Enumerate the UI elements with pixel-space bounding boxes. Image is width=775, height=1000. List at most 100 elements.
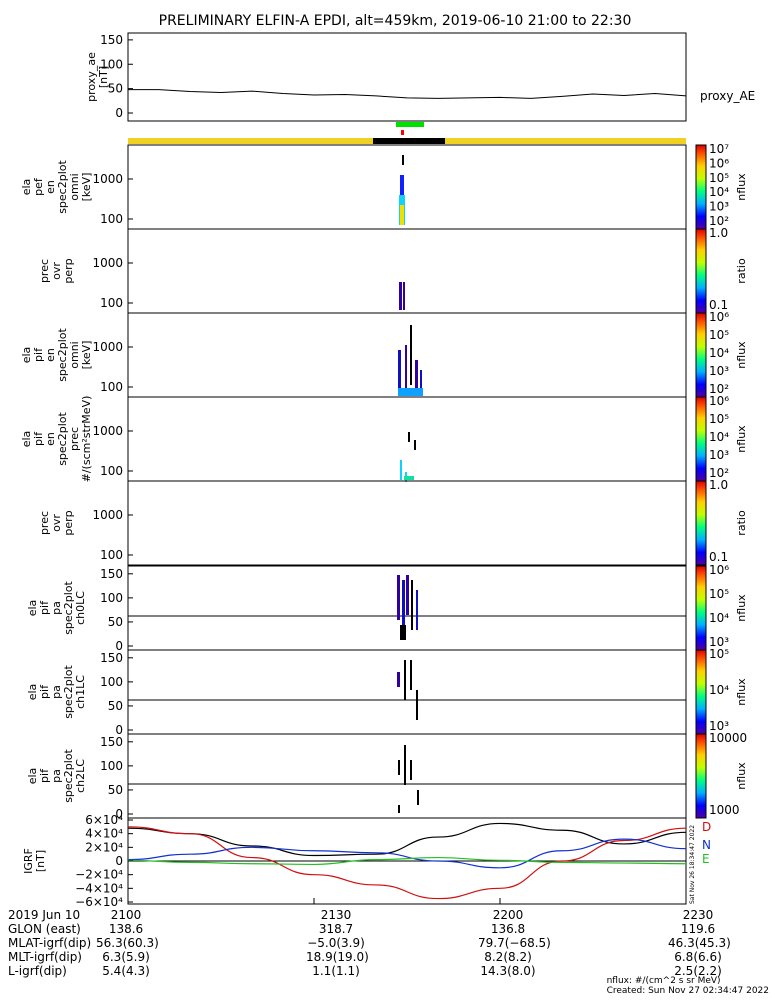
colorbar-tick: 10² bbox=[709, 382, 729, 396]
ylabel-pef_omni: en bbox=[44, 180, 57, 194]
ylabel-pif_omni: en bbox=[44, 348, 57, 362]
colorbar-tick: 10⁵ bbox=[709, 587, 729, 601]
tick-label-pa_ch2: 100 bbox=[100, 759, 123, 773]
ylabel-pef_omni: spec2plot bbox=[56, 160, 69, 214]
colorbar bbox=[696, 397, 706, 481]
black-bar bbox=[373, 138, 445, 144]
tick-label-pa_ch0: 50 bbox=[108, 615, 123, 629]
tick-label-pif_prec: 100 bbox=[100, 464, 123, 478]
ylabel-pef_ratio: perp bbox=[62, 258, 75, 283]
tick-label-pif_omni: 100 bbox=[100, 380, 123, 394]
tick-label-pa_ch1: 150 bbox=[100, 651, 123, 665]
red-marker bbox=[401, 130, 404, 135]
spec-pixel bbox=[403, 282, 405, 310]
spec-pixel bbox=[408, 432, 410, 442]
footer-value: 46.3(45.3) bbox=[668, 936, 731, 950]
ylabel-pa_ch1: ch1LC bbox=[74, 675, 87, 709]
colorbar-tick: 0.1 bbox=[709, 550, 728, 564]
svg-text:proxy_ae[nT]: proxy_ae[nT] bbox=[85, 52, 110, 102]
ylabel-pif_prec: ela bbox=[20, 431, 33, 448]
footer-value: 138.6 bbox=[108, 922, 144, 936]
spec-pixel bbox=[402, 580, 405, 640]
footer-row-label: 2019 Jun 10 bbox=[8, 908, 81, 922]
footer-value: 2130 bbox=[320, 908, 352, 922]
colorbar-label: nflux bbox=[735, 678, 748, 706]
colorbar-label: ratio bbox=[735, 258, 748, 284]
svg-text:elapifenspec2plotprec#/(scm²st: elapifenspec2plotprec#/(scm²strMeV) bbox=[20, 396, 93, 483]
ylabel-pif_omni: omni bbox=[68, 341, 81, 368]
colorbar-tick: 10⁴ bbox=[709, 185, 729, 199]
footer-row-label: L-igrf(dip) bbox=[8, 964, 67, 978]
spec-pixel bbox=[405, 345, 407, 395]
ylabel-pef_omni: omni bbox=[68, 173, 81, 200]
spec-pixel bbox=[400, 460, 402, 480]
tick-label-pif_ratio: 1000 bbox=[92, 508, 123, 522]
spec-pixel bbox=[399, 282, 402, 310]
svg-text:elapifpaspec2plotch1LC: elapifpaspec2plotch1LC bbox=[26, 665, 87, 719]
created-date: Created: Sun Nov 27 02:34:47 2022 bbox=[606, 986, 769, 996]
ylabel-pef_ratio: prec bbox=[38, 259, 51, 283]
panel-pa_ch1: 0 50 100 150 elapifpaspec2plotch1LC 10³ 10⁴ 10⁵… bbox=[26, 647, 748, 737]
spec-pixel bbox=[410, 660, 412, 690]
footer-row: GLON (east) 138.6 318.7 136.8 119.6 bbox=[8, 922, 768, 936]
tick-label-pef_omni: 1000 bbox=[92, 172, 123, 186]
colorbar-label: nflux bbox=[735, 425, 748, 453]
igrf-ylabel-unit: [nT] bbox=[34, 850, 47, 872]
spec-pixel bbox=[410, 325, 412, 385]
ylabel-pa_ch2: pa bbox=[50, 769, 63, 783]
panel-pef_ratio: 100 1000 precovrperp 0.1 1.0 ratio bbox=[38, 226, 748, 314]
ylabel-pif_prec: prec bbox=[68, 427, 81, 451]
igrf-tick-label: −2×10⁴ bbox=[75, 868, 123, 882]
spec-pixel bbox=[398, 388, 423, 396]
ylabel-pa_ch0: spec2plot bbox=[62, 581, 75, 635]
tick-label-pif_omni: 1000 bbox=[92, 340, 123, 354]
ylabel-pif_prec: pif bbox=[32, 431, 45, 446]
colorbar bbox=[696, 481, 706, 565]
spec-pixel bbox=[416, 590, 418, 630]
svg-text:precovrperp: precovrperp bbox=[38, 510, 75, 535]
spec-pixel bbox=[414, 440, 416, 450]
igrf-tick-label: −4×10⁴ bbox=[75, 881, 123, 895]
footer-value: 56.3(60.3) bbox=[96, 936, 159, 950]
ylabel-pa_ch2: ch2LC bbox=[74, 759, 87, 793]
tick-label-pif_ratio: 100 bbox=[100, 548, 123, 562]
igrf-tick-label: 4×10⁴ bbox=[85, 827, 123, 841]
spectrogram-panels: 1001000elapefenspec2plotomni[keV]10²10³1… bbox=[20, 142, 748, 821]
spec-pixel bbox=[415, 360, 418, 395]
tick-label-pa_ch0: 0 bbox=[115, 639, 123, 653]
colorbar-tick: 10⁵ bbox=[709, 647, 729, 661]
x-axis-ticks bbox=[127, 898, 687, 904]
ylabel-pa_ch2: pif bbox=[38, 768, 51, 783]
ylabel-pa_ch2: ela bbox=[26, 768, 39, 785]
colorbar bbox=[696, 313, 706, 397]
tick-label-pa_ch1: 50 bbox=[108, 699, 123, 713]
ae-tick-label: 100 bbox=[100, 57, 123, 71]
spec-pixel bbox=[410, 760, 412, 780]
ae-ylabel-unit: [nT] bbox=[97, 66, 110, 88]
colorbar-tick: 10⁶ bbox=[709, 394, 729, 408]
tick-label-pef_ratio: 1000 bbox=[92, 256, 123, 270]
legend-d: D bbox=[702, 820, 711, 834]
spec-pixel bbox=[416, 690, 418, 720]
tick-label-pa_ch0: 150 bbox=[100, 567, 123, 581]
colorbar bbox=[696, 650, 706, 734]
colorbar bbox=[696, 566, 706, 650]
igrf-line-black bbox=[127, 822, 687, 857]
footer-value: −5.0(3.9) bbox=[307, 936, 365, 950]
orbit-indicator bbox=[128, 122, 686, 144]
ae-tick-label: 0 bbox=[115, 106, 123, 120]
spec-pixel bbox=[402, 155, 404, 165]
colorbar-tick: 10² bbox=[709, 214, 729, 228]
footer-value: 2200 bbox=[492, 908, 524, 922]
svg-text:precovrperp: precovrperp bbox=[38, 258, 75, 283]
spec-pixel bbox=[404, 660, 406, 700]
svg-text:elapifpaspec2plotch0LC: elapifpaspec2plotch0LC bbox=[26, 581, 87, 635]
ylabel-pa_ch0: ch0LC bbox=[74, 591, 87, 625]
ae-ylabel: proxy_ae bbox=[85, 52, 98, 102]
ylabel-pef_omni: pef bbox=[32, 177, 45, 196]
panel-pa_ch0: 0 50 100 150 elapifpaspec2plotch0LC 10³ 10⁴ 10⁵… bbox=[26, 563, 748, 653]
colorbar-tick: 10³ bbox=[709, 719, 729, 733]
tick-label-pa_ch1: 0 bbox=[115, 723, 123, 737]
